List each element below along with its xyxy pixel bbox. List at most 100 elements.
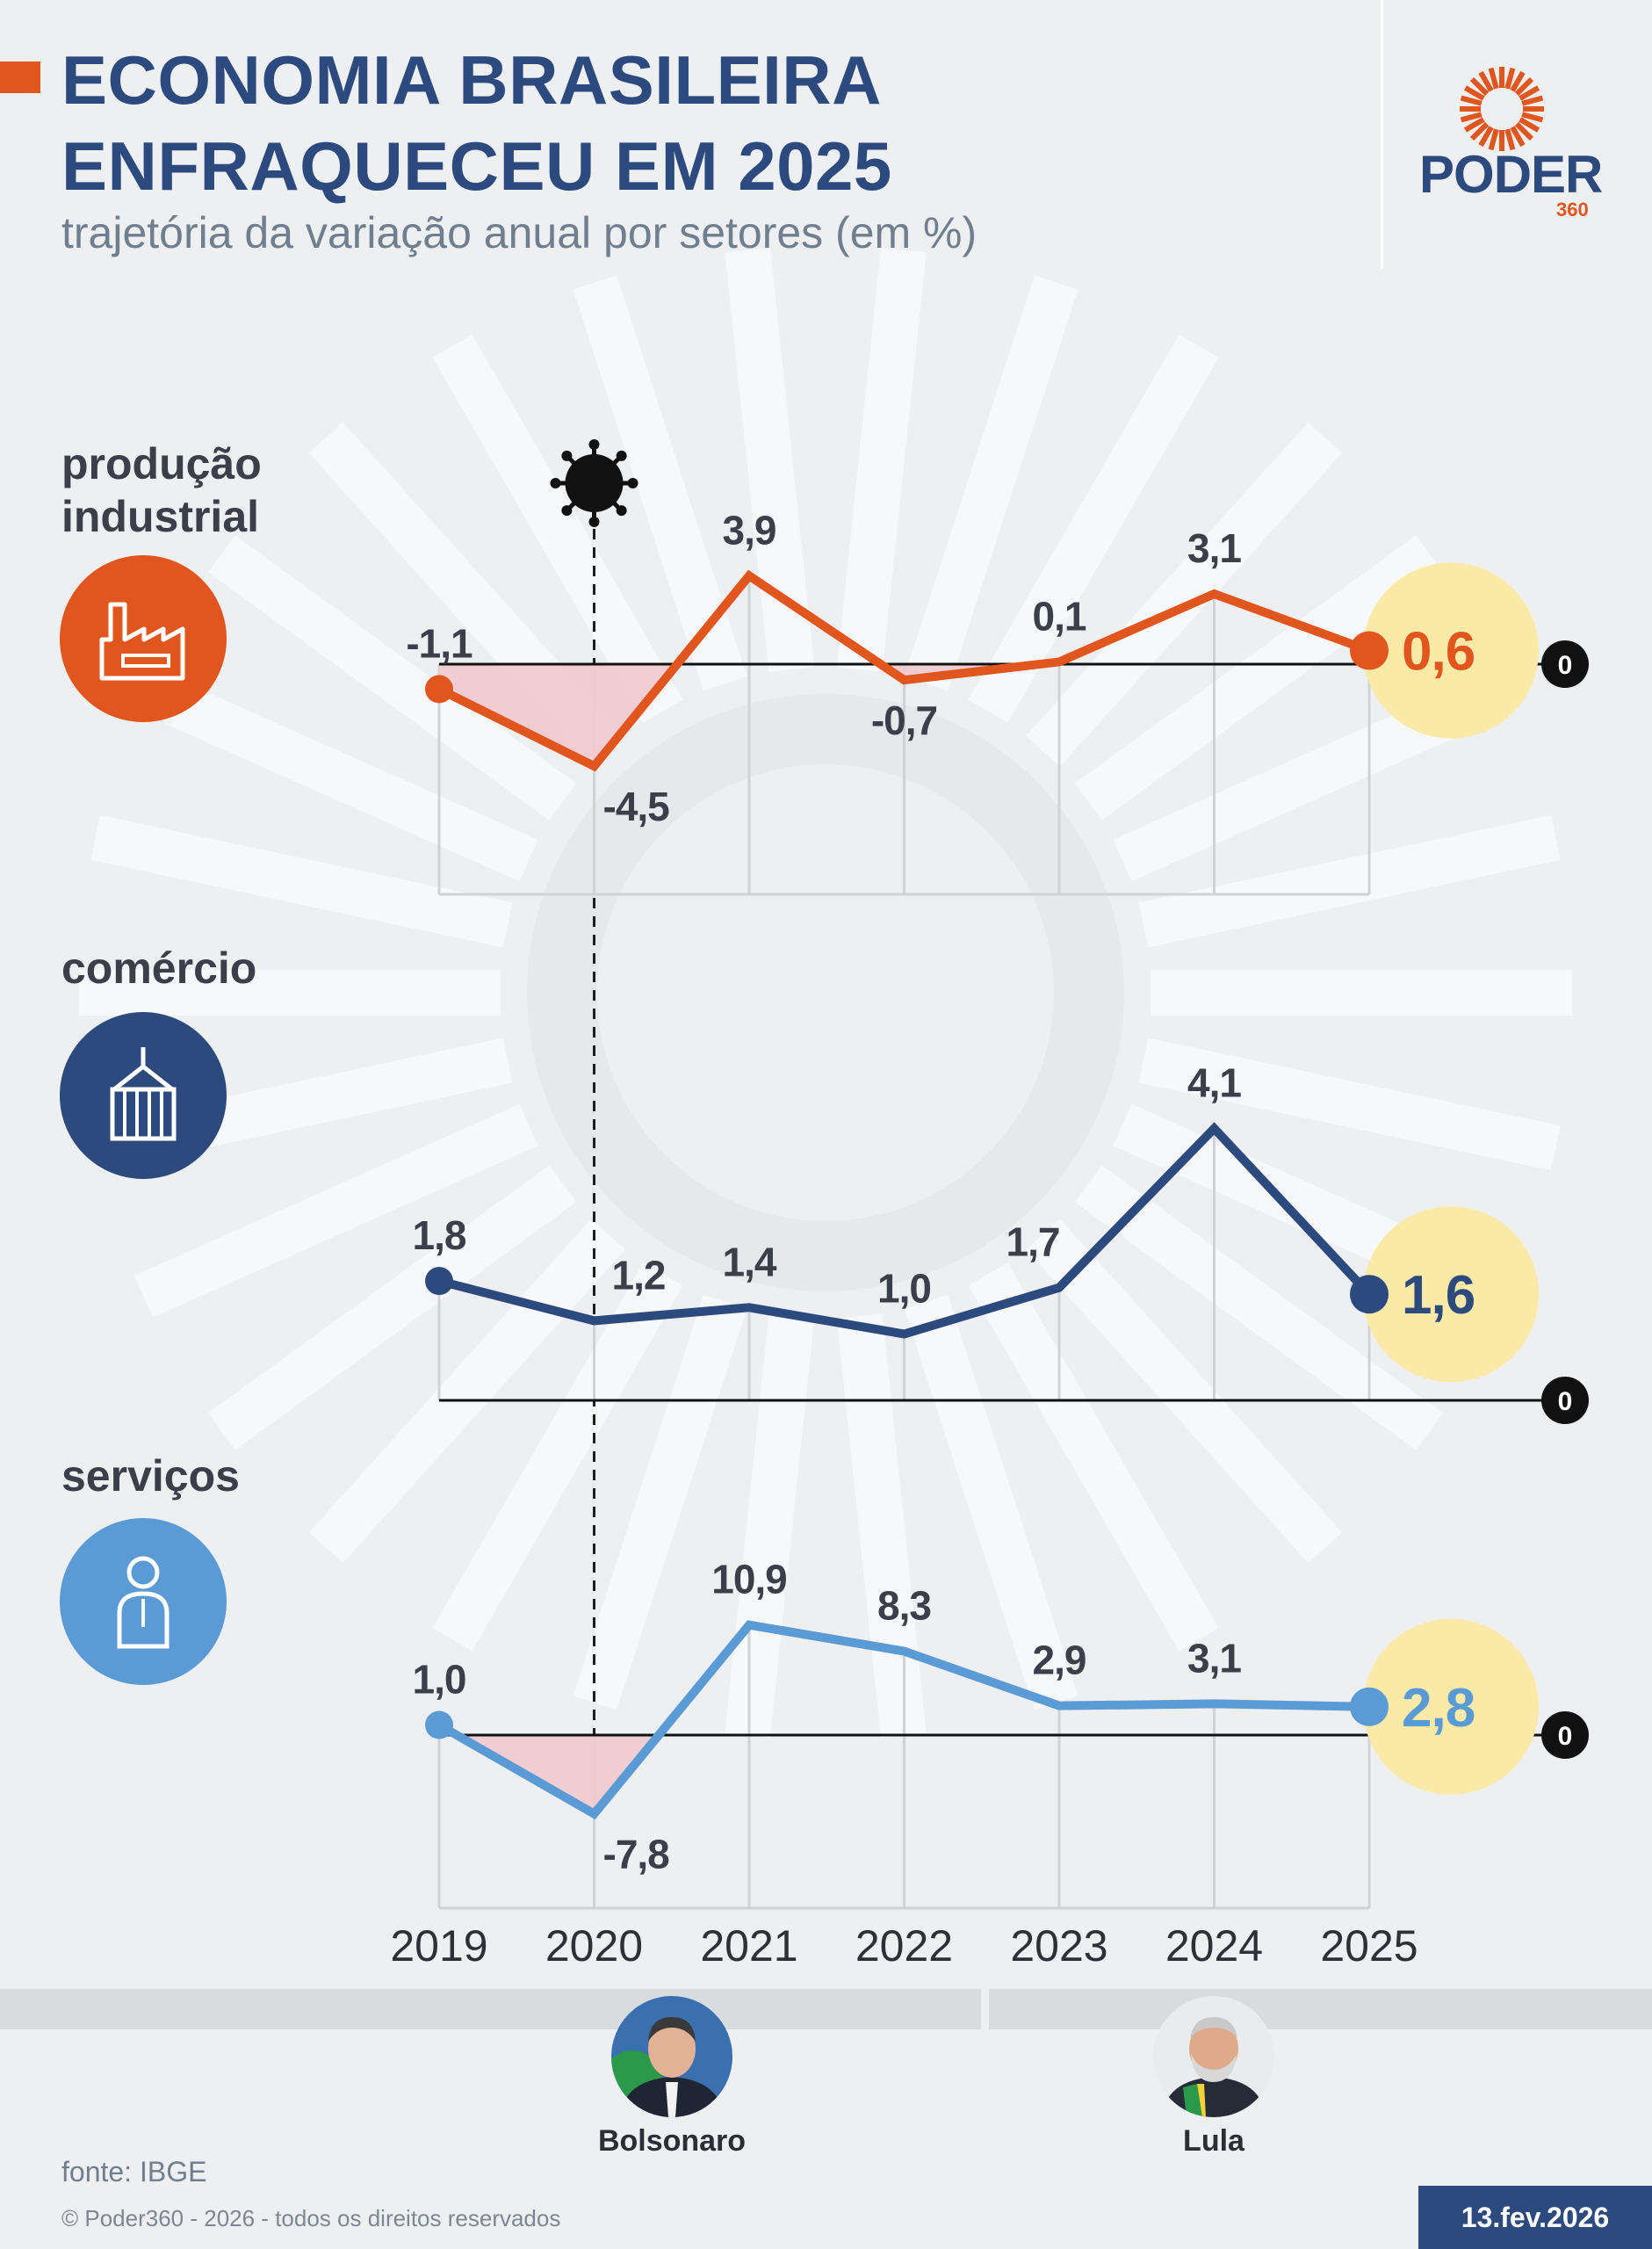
value-label: 10,9 bbox=[711, 1557, 787, 1602]
sector-label-comercio: comércio bbox=[61, 944, 257, 993]
logo-sub: 360 bbox=[1556, 199, 1589, 221]
logo-ray bbox=[1504, 67, 1516, 90]
background-ray bbox=[1138, 814, 1561, 948]
sector-label-servicos: serviços bbox=[61, 1451, 240, 1501]
series-line-industria bbox=[436, 569, 1371, 772]
sun-logo-icon bbox=[1460, 67, 1544, 151]
avatar-bolsonaro bbox=[611, 1996, 732, 2117]
logo-ray bbox=[1499, 67, 1504, 88]
x-tick-label: 2022 bbox=[855, 1921, 953, 1971]
zero-badge bbox=[1541, 1711, 1589, 1759]
zero-badge bbox=[1541, 1377, 1589, 1424]
sector-line-charts: 0 -1,1 -4,5 3,9 -0,7 0,1 3,1 0,6 0 1,8 1,2 1,4 1,0 1,… bbox=[390, 439, 1589, 1971]
logo-ray bbox=[1478, 126, 1494, 148]
background-ray bbox=[208, 535, 576, 821]
value-label: 2,9 bbox=[1033, 1638, 1086, 1683]
zero-badge bbox=[1541, 640, 1589, 688]
point-2025 bbox=[1350, 631, 1389, 670]
logo-ray bbox=[1478, 70, 1494, 92]
era-band-lula bbox=[989, 1989, 1652, 2029]
point-2019 bbox=[425, 1267, 453, 1296]
background-ray bbox=[904, 1294, 1078, 1710]
background-ray bbox=[968, 1262, 1219, 1652]
value-label: 0,1 bbox=[1033, 593, 1086, 639]
logo-ray bbox=[1514, 76, 1534, 97]
background-ray bbox=[133, 668, 538, 882]
background-ray bbox=[573, 1294, 747, 1710]
covid-icon bbox=[550, 439, 638, 527]
value-label: -4,5 bbox=[603, 784, 670, 829]
highlight-2025 bbox=[1363, 562, 1539, 739]
background-ray bbox=[1138, 1038, 1561, 1171]
series-line-comercio bbox=[437, 1122, 1373, 1339]
value-label: 1,0 bbox=[413, 1657, 466, 1703]
background-ray bbox=[725, 247, 815, 672]
background-ray bbox=[573, 275, 747, 691]
value-label-2025: 1,6 bbox=[1402, 1265, 1475, 1326]
highlight-2025 bbox=[1363, 1206, 1539, 1383]
highlight-2025 bbox=[1363, 1618, 1539, 1795]
title-accent-bar bbox=[0, 61, 40, 93]
point-2025 bbox=[1350, 1275, 1389, 1314]
logo-ray bbox=[1469, 121, 1490, 141]
background-ray bbox=[432, 1262, 683, 1652]
background-ray bbox=[133, 1103, 538, 1318]
point-2019 bbox=[425, 675, 453, 704]
value-label: 1,8 bbox=[413, 1212, 466, 1258]
avatar-lula bbox=[1153, 1996, 1274, 2117]
value-label: 3,1 bbox=[1187, 525, 1241, 571]
x-tick-label: 2023 bbox=[1010, 1921, 1107, 1971]
value-label-2025: 0,6 bbox=[1402, 622, 1475, 683]
panel-servicos: 0 1,0 -7,8 10,9 8,3 2,9 3,1 2,8 bbox=[413, 1557, 1589, 1910]
background-ray bbox=[208, 1165, 576, 1450]
logo-ray bbox=[1521, 112, 1544, 123]
background-ray bbox=[432, 334, 683, 723]
logo-ray bbox=[1463, 117, 1485, 133]
logo-ray bbox=[1510, 70, 1526, 92]
background-sun-core bbox=[597, 764, 1054, 1221]
background-ray bbox=[968, 334, 1219, 723]
value-label: 1,0 bbox=[877, 1266, 931, 1312]
source-note: fonte: IBGE bbox=[61, 2156, 207, 2188]
point-2025 bbox=[1350, 1687, 1389, 1726]
name-lula: Lula bbox=[1183, 2124, 1244, 2158]
value-label: 1,7 bbox=[1006, 1219, 1060, 1265]
value-label: -7,8 bbox=[603, 1832, 670, 1877]
panel-comercio: 0 1,8 1,2 1,4 1,0 1,7 4,1 1,6 bbox=[413, 1059, 1589, 1424]
background-ray bbox=[1151, 970, 1572, 1016]
logo-ray bbox=[1504, 128, 1516, 151]
value-label: 8,3 bbox=[877, 1583, 931, 1629]
title-line-2: ENFRAQUECEU EM 2025 bbox=[61, 127, 892, 205]
background-ray bbox=[79, 970, 501, 1016]
point-2019 bbox=[425, 1710, 453, 1739]
value-label: 1,4 bbox=[723, 1239, 777, 1284]
series-line-servicos bbox=[436, 1620, 1370, 1820]
shopping-basket-icon bbox=[60, 1012, 227, 1179]
x-tick-label: 2020 bbox=[545, 1921, 643, 1971]
x-tick-label: 2025 bbox=[1320, 1921, 1418, 1971]
logo-ray bbox=[1460, 95, 1482, 106]
background-ray bbox=[1026, 1219, 1343, 1564]
person-icon bbox=[60, 1518, 227, 1685]
value-label: 4,1 bbox=[1187, 1059, 1241, 1105]
logo-ray bbox=[1463, 85, 1485, 101]
background-ray bbox=[836, 1313, 927, 1739]
value-label: 1,2 bbox=[612, 1252, 666, 1298]
value-label: 3,9 bbox=[723, 507, 776, 553]
page-title: ECONOMIA BRASILEIRA ENFRAQUECEU EM 2025 bbox=[61, 37, 892, 209]
panel-industria: 0 -1,1 -4,5 3,9 -0,7 0,1 3,1 0,6 bbox=[406, 507, 1589, 896]
logo-ray bbox=[1510, 126, 1526, 148]
logo-ray bbox=[1460, 106, 1481, 112]
date-badge: 13.fev.2026 bbox=[1418, 2186, 1652, 2249]
poder360-logo: PODER 360 bbox=[1405, 56, 1616, 223]
logo-ray bbox=[1519, 117, 1540, 133]
value-label: -0,7 bbox=[871, 698, 937, 743]
background-ray bbox=[836, 247, 927, 672]
logo-ray bbox=[1521, 95, 1544, 106]
sector-label-industria: produção industrial bbox=[61, 439, 262, 541]
background-ray bbox=[1026, 422, 1343, 767]
background-ray bbox=[90, 814, 513, 948]
factory-icon bbox=[60, 555, 227, 722]
logo-ray bbox=[1469, 76, 1490, 97]
background-ray bbox=[904, 275, 1078, 691]
